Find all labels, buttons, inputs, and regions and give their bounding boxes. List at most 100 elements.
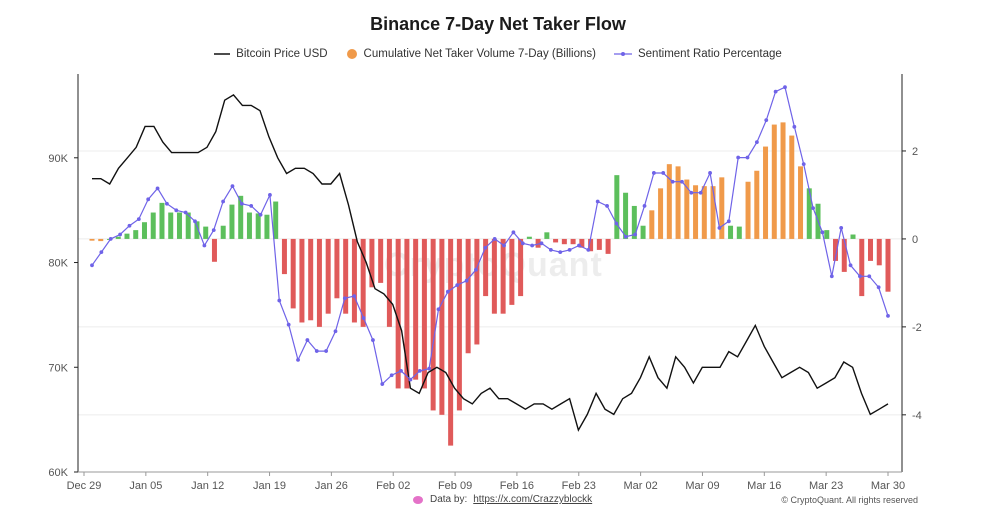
sentiment-point <box>736 155 741 160</box>
legend-item-sentiment[interactable]: Sentiment Ratio Percentage <box>613 48 782 60</box>
volume-bar <box>859 238 865 297</box>
sentiment-point <box>876 285 881 290</box>
sentiment-point <box>858 274 862 279</box>
sentiment-point <box>90 263 94 268</box>
sentiment-point <box>436 307 441 312</box>
line-swatch-icon <box>214 53 231 55</box>
volume-bar <box>246 212 252 239</box>
volume-bar <box>351 238 357 323</box>
volume-bar <box>588 238 594 252</box>
price-line <box>92 93 889 432</box>
left-tick-label: 90K <box>48 153 68 165</box>
volume-bar <box>194 221 200 239</box>
sentiment-point <box>745 155 750 160</box>
volume-bar <box>631 205 637 239</box>
sentiment-point <box>202 243 207 248</box>
sentiment-point <box>371 338 375 342</box>
footer-data-link[interactable]: https://x.com/Crazzyblockk <box>473 494 593 505</box>
sentiment-point <box>651 171 656 175</box>
volume-bar <box>841 238 847 272</box>
volume-bar <box>824 230 830 239</box>
legend-item-volume[interactable]: Cumulative Net Taker Volume 7-Day (Billi… <box>346 48 596 60</box>
sentiment-point <box>829 274 834 279</box>
volume-bar <box>763 146 769 239</box>
volume-bar <box>868 238 874 261</box>
volume-bar <box>255 213 261 239</box>
sentiment-point <box>689 190 694 195</box>
sentiment-point <box>380 382 385 386</box>
line-marker-swatch-icon <box>613 52 632 56</box>
volume-bar <box>203 226 209 239</box>
sentiment-point <box>483 245 488 250</box>
sentiment-point <box>623 234 628 239</box>
sentiment-point <box>848 263 853 268</box>
volume-bar <box>439 238 445 415</box>
volume-bar <box>754 170 760 239</box>
volume-bar <box>570 238 576 245</box>
volume-bar <box>483 238 489 297</box>
volume-bar <box>229 204 235 239</box>
volume-bar <box>518 238 524 297</box>
volume-bar <box>789 135 795 239</box>
sentiment-point <box>445 289 450 294</box>
sentiment-point <box>783 85 787 90</box>
legend-label-price: Bitcoin Price USD <box>236 48 328 60</box>
volume-bar <box>561 238 567 245</box>
volume-bar <box>299 238 305 323</box>
volume-bar <box>614 175 620 239</box>
sentiment-point <box>399 368 403 373</box>
volume-bar <box>89 238 95 241</box>
volume-bar <box>378 238 384 283</box>
volume-bar <box>745 181 751 239</box>
x-tick-label: Jan 12 <box>191 480 224 492</box>
x-tick-label: Feb 16 <box>500 480 534 492</box>
sentiment-point <box>670 179 675 184</box>
sentiment-point <box>108 237 113 241</box>
chart-legend: Bitcoin Price USD Cumulative Net Taker V… <box>0 48 996 60</box>
x-tick-label: Dec 29 <box>67 480 102 492</box>
volume-bar <box>264 214 270 239</box>
volume-bar <box>421 238 427 389</box>
footer-copyright: © CryptoQuant. All rights reserved <box>781 495 918 505</box>
volume-bar <box>395 238 401 389</box>
volume-bar <box>238 195 244 239</box>
sentiment-point <box>221 199 226 204</box>
gridlines <box>78 150 902 416</box>
volume-bar <box>666 164 672 239</box>
volume-bar <box>535 238 541 248</box>
sentiment-point <box>539 241 544 246</box>
sentiment-point <box>239 201 244 206</box>
volume-bar <box>360 238 366 327</box>
sentiment-point <box>633 232 638 237</box>
volume-bar <box>640 225 646 239</box>
sentiment-point <box>183 210 188 215</box>
x-tick-label: Mar 09 <box>685 480 719 492</box>
sentiment-point <box>249 204 254 208</box>
volume-bar <box>176 212 182 239</box>
sentiment-point <box>642 204 647 208</box>
volume-bar <box>273 201 279 239</box>
sentiment-point <box>286 322 291 327</box>
volume-bars <box>89 122 891 446</box>
circle-swatch-icon <box>346 49 357 59</box>
sentiment-point <box>530 243 535 248</box>
sentiment-point <box>165 201 169 206</box>
right-tick-label: -2 <box>912 322 922 334</box>
sentiment-point <box>211 228 216 233</box>
footer-data-by: Data by: https://x.com/Crazzyblockk <box>412 494 592 505</box>
volume-bar <box>290 238 296 309</box>
sentiment-point <box>342 296 347 301</box>
volume-bar <box>710 186 716 239</box>
sentiment-point <box>136 217 141 222</box>
sentiment-point <box>801 162 806 167</box>
sentiment-point <box>708 171 712 175</box>
sentiment-point <box>389 373 394 378</box>
volume-bar <box>509 238 515 305</box>
legend-item-price[interactable]: Bitcoin Price USD <box>214 48 328 60</box>
sentiment-point <box>464 278 469 283</box>
axes: 60K 70K 80K 90K -4 -2 0 2 Dec 29 Jan 05 Jan 12 Jan … <box>48 74 922 492</box>
volume-bar <box>133 230 139 239</box>
right-tick-label: -4 <box>912 410 922 422</box>
volume-bar <box>220 225 226 239</box>
